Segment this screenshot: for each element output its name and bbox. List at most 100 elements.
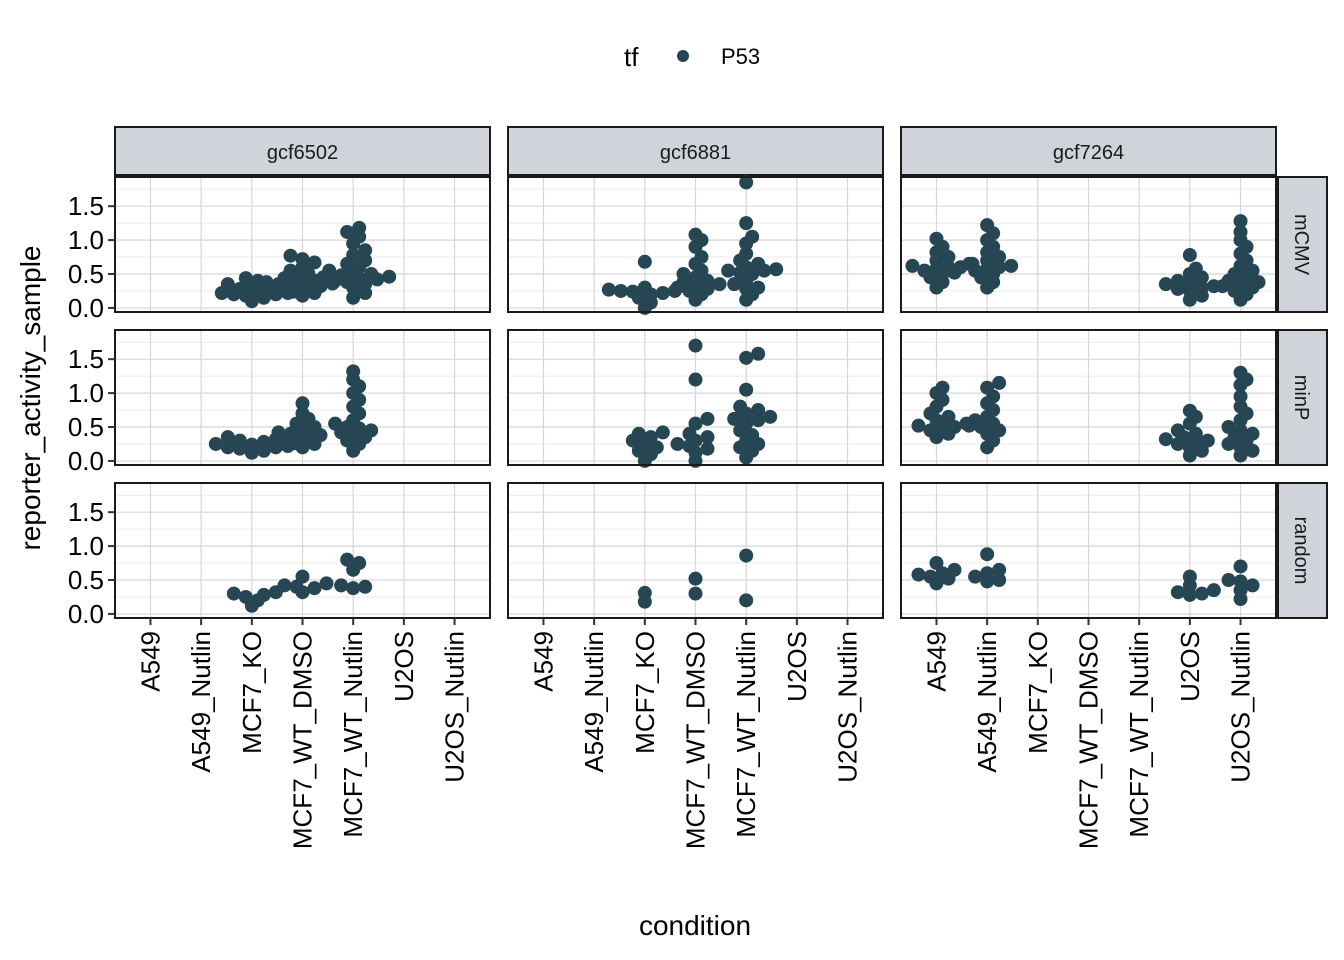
data-point: [1221, 573, 1236, 588]
panel-gcf6502-mCMV: [114, 176, 491, 313]
data-point: [346, 581, 361, 596]
panel-border: [900, 329, 1277, 466]
panel-gcf6502-minP: [114, 329, 491, 466]
data-point: [238, 589, 253, 604]
data-point: [271, 425, 286, 440]
data-point: [739, 593, 754, 608]
data-point: [352, 220, 367, 235]
panel-border: [507, 329, 884, 466]
data-point: [739, 548, 754, 563]
data-point: [911, 567, 926, 582]
y-tick-label: 0.5: [68, 259, 104, 289]
x-tick-label: U2OS: [389, 631, 419, 702]
facet-strip-gcf7264: [900, 126, 1277, 176]
data-point: [382, 269, 397, 284]
data-point: [1206, 583, 1221, 598]
data-point: [745, 428, 760, 443]
data-point: [992, 562, 1007, 577]
y-tick-label: 0.5: [68, 565, 104, 595]
data-point: [307, 581, 322, 596]
data-point: [1170, 423, 1185, 438]
data-point: [968, 413, 983, 428]
panel-border: [114, 329, 491, 466]
x-tick-label: U2OS: [782, 631, 812, 702]
data-point: [941, 409, 956, 424]
data-point: [980, 547, 995, 562]
data-point: [232, 281, 247, 296]
data-point: [295, 252, 310, 267]
data-point: [751, 346, 766, 361]
data-point: [751, 256, 766, 271]
legend-label-p53: P53: [721, 44, 760, 69]
data-point: [745, 229, 760, 244]
data-point: [739, 416, 754, 431]
y-tick-label: 1.0: [68, 531, 104, 561]
data-point: [1233, 224, 1248, 239]
x-tick-label: MCF7_WT_Nutlin: [1124, 631, 1154, 838]
data-point: [364, 423, 379, 438]
data-point: [1233, 559, 1248, 574]
facet-strip-minP: [1277, 329, 1328, 466]
facet-strip-label: minP: [1290, 375, 1312, 421]
x-tick-label: MCF7_WT_Nutlin: [731, 631, 761, 838]
data-point: [1221, 420, 1236, 435]
data-point: [751, 280, 766, 295]
data-point: [947, 562, 962, 577]
y-axis-title: reporter_activity_sample: [15, 245, 46, 550]
data-point: [739, 216, 754, 231]
data-point: [739, 382, 754, 397]
data-point: [328, 416, 343, 431]
data-point: [637, 585, 652, 600]
data-point: [295, 569, 310, 584]
x-tick-label: A549: [528, 631, 558, 692]
data-point: [631, 426, 646, 441]
x-tick-label: U2OS: [1175, 631, 1205, 702]
facet-strip-random: [1277, 482, 1328, 619]
x-tick-label: A549: [135, 631, 165, 692]
panel-gcf6881-mCMV: [507, 175, 884, 315]
data-point: [346, 364, 361, 379]
data-point: [992, 375, 1007, 390]
data-point: [688, 571, 703, 586]
panel-border: [114, 176, 491, 313]
data-point: [649, 440, 664, 455]
y-tick-label: 1.0: [68, 225, 104, 255]
data-point: [1233, 399, 1248, 414]
data-point: [1182, 403, 1197, 418]
data-point: [1170, 273, 1185, 288]
data-point: [340, 224, 355, 239]
data-point: [769, 262, 784, 277]
data-point: [694, 250, 709, 265]
data-point: [637, 280, 652, 295]
data-point: [992, 260, 1007, 275]
data-point: [289, 579, 304, 594]
data-point: [905, 258, 920, 273]
data-point: [322, 263, 337, 278]
data-point: [1233, 423, 1248, 438]
x-tick-label: MCF7_KO: [237, 631, 267, 754]
data-point: [682, 426, 697, 441]
data-point: [688, 416, 703, 431]
data-point: [1200, 433, 1215, 448]
panel-gcf7264-mCMV: [900, 176, 1277, 313]
data-point: [277, 578, 292, 593]
data-point: [364, 267, 379, 282]
data-point: [1233, 389, 1248, 404]
data-point: [917, 263, 932, 278]
data-point: [220, 277, 235, 292]
facet-strip-label: gcf7264: [1053, 142, 1124, 164]
data-point: [911, 418, 926, 433]
data-point: [923, 569, 938, 584]
panel-gcf6881-random: [507, 482, 884, 619]
data-point: [637, 254, 652, 269]
data-point: [256, 434, 271, 449]
x-tick-label: U2OS_Nutlin: [1226, 631, 1256, 783]
data-point: [283, 248, 298, 263]
data-point: [700, 411, 715, 426]
panel-border: [900, 176, 1277, 313]
data-point: [358, 579, 373, 594]
x-tick-label: MCF7_KO: [1023, 631, 1053, 754]
data-point: [358, 253, 373, 268]
data-point: [739, 175, 754, 190]
data-point: [295, 396, 310, 411]
